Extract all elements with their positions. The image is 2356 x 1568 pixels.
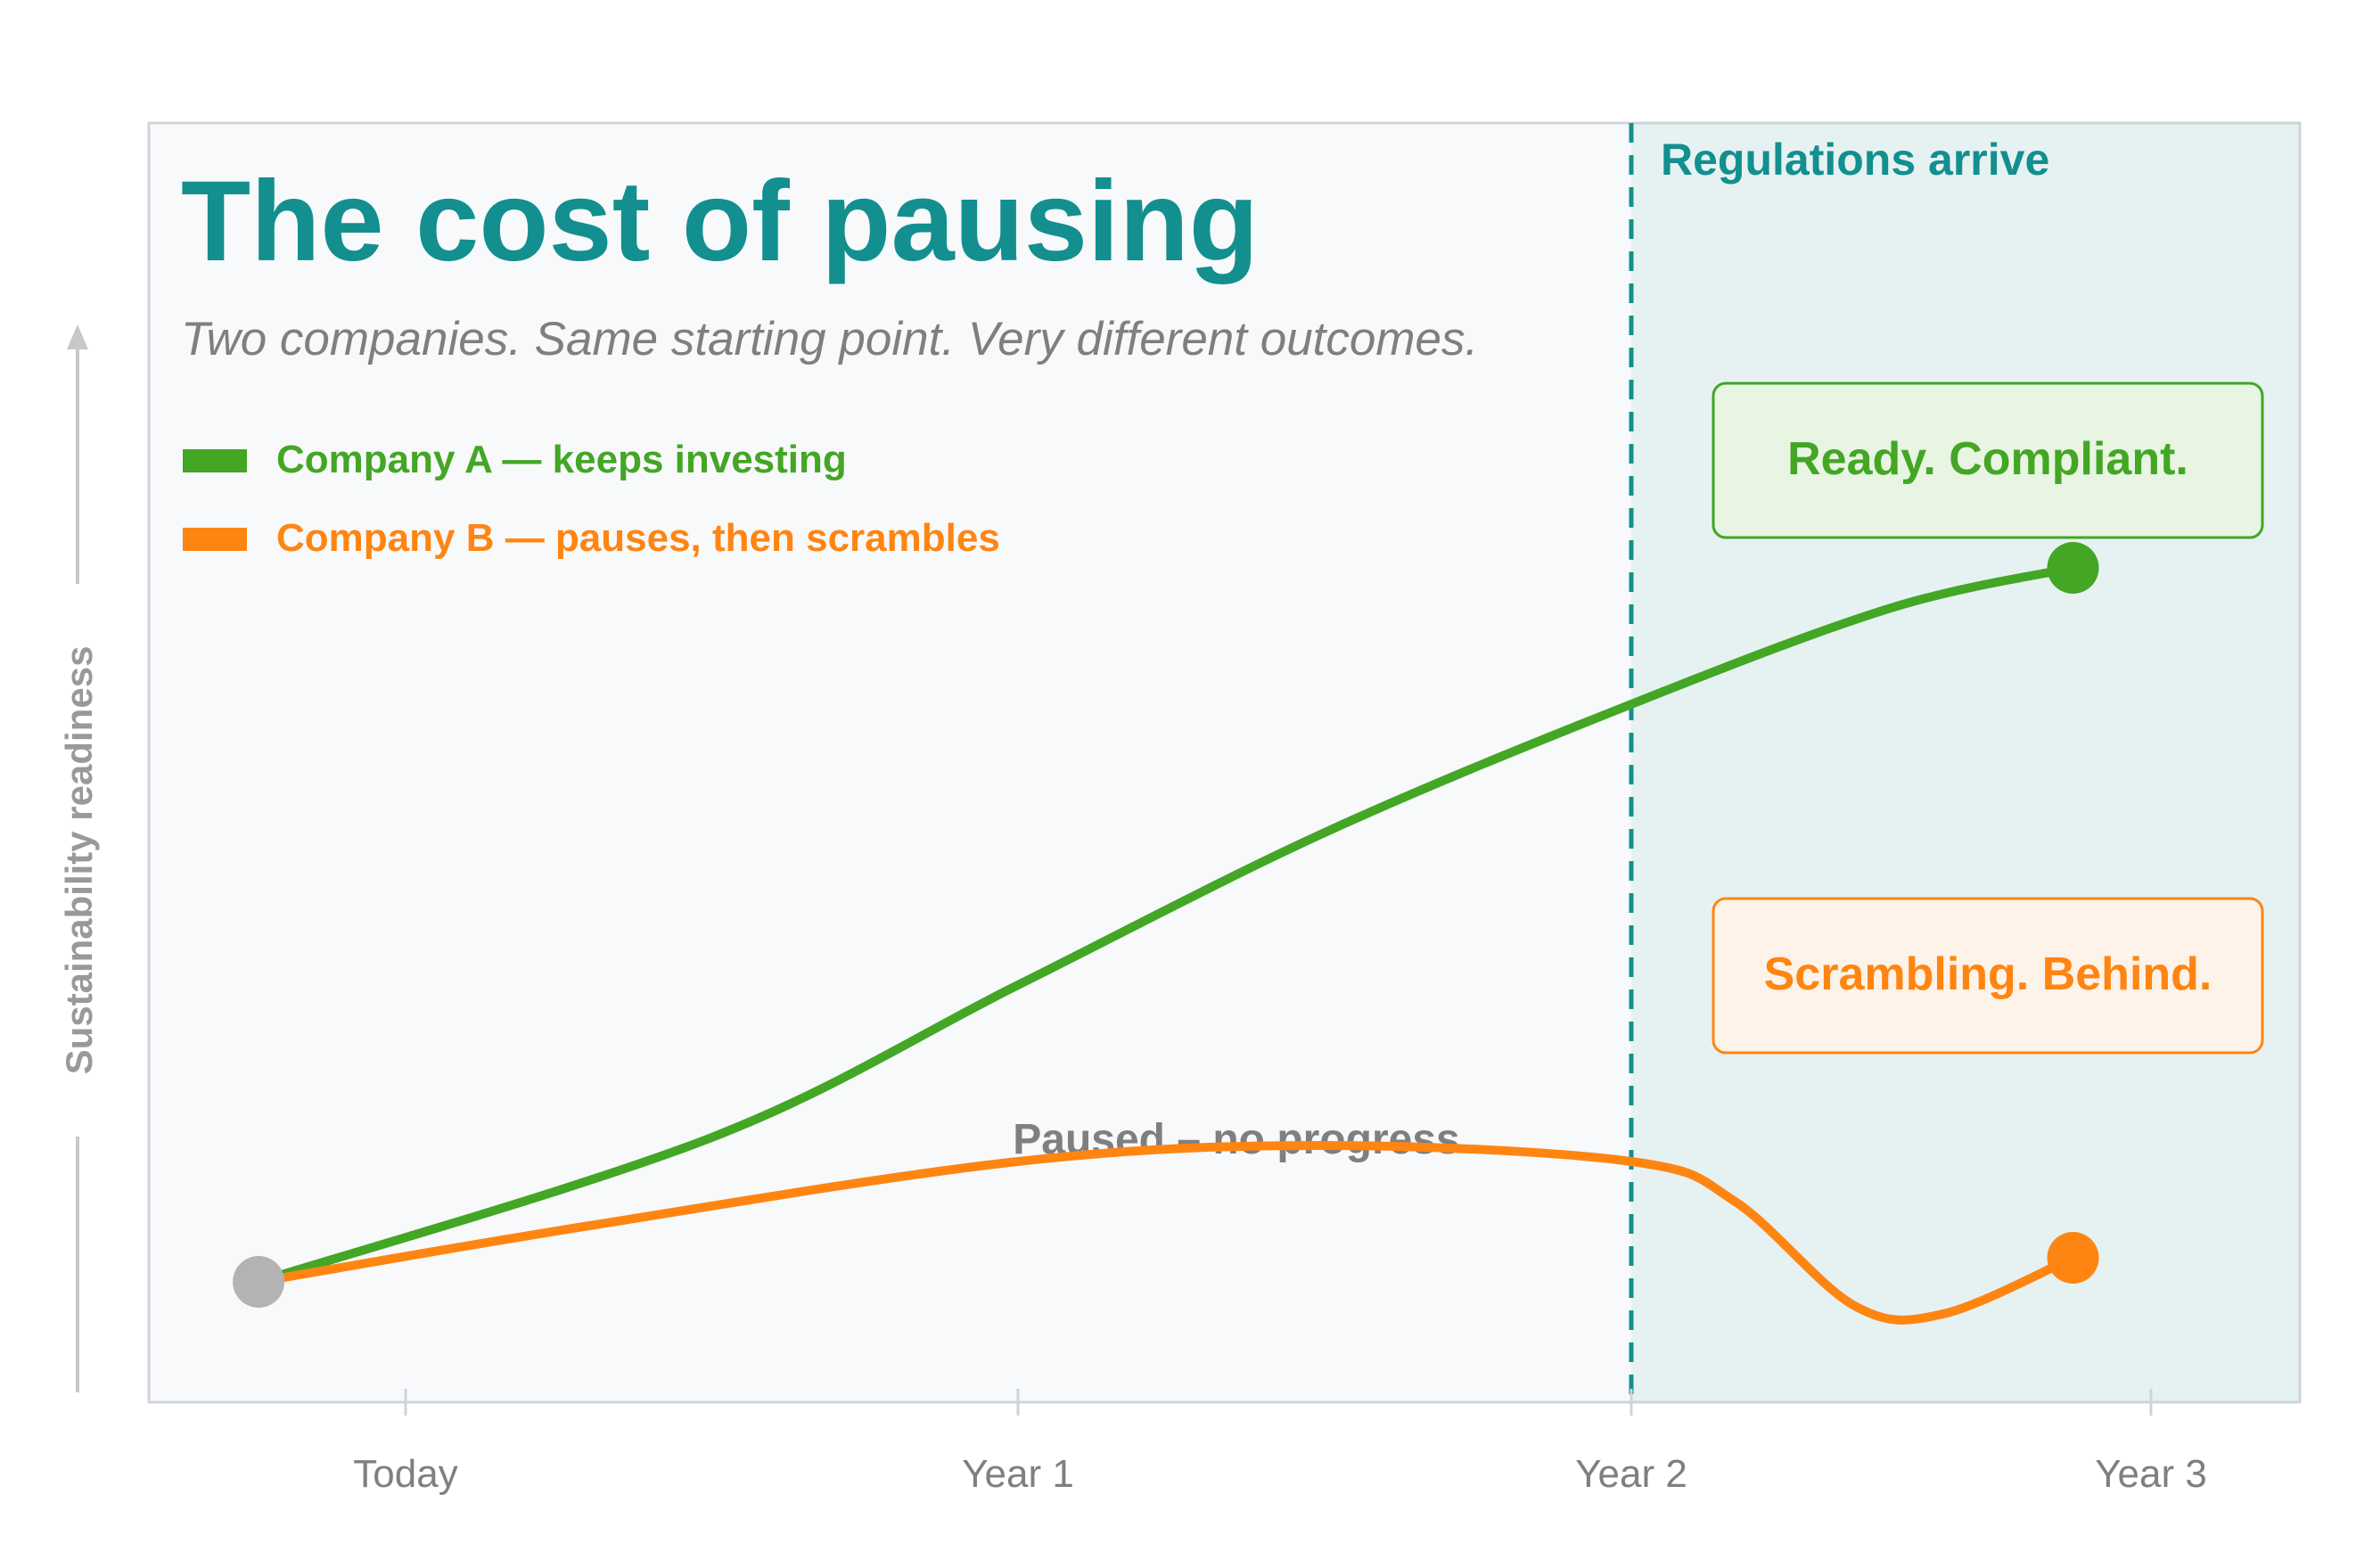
chart-title: The cost of pausing	[181, 158, 1259, 285]
x-tick-label: Year 3	[2095, 1452, 2207, 1496]
start-point-marker	[233, 1256, 285, 1308]
series-line-company-b	[254, 1141, 2078, 1325]
x-tick-label: Year 1	[962, 1452, 1074, 1496]
legend-swatch-company-b	[183, 528, 247, 551]
x-tick-label: Today	[353, 1452, 457, 1496]
end-marker-company-a	[2047, 542, 2099, 594]
regulation-zone	[1631, 124, 2299, 1401]
x-axis-ticks: Today Year 1 Year 2 Year 3	[353, 1389, 2207, 1496]
legend-swatch-company-a	[183, 449, 247, 472]
y-axis-label: Sustainability readiness	[58, 646, 100, 1075]
y-axis-arrowhead	[67, 324, 88, 349]
outcome-box-company-b	[1712, 897, 2264, 1055]
legend-label-company-b: Company B — pauses, then scrambles	[276, 516, 1000, 560]
series-line-company-a	[254, 563, 2078, 1286]
plot-border	[147, 121, 2302, 1404]
chart-subtitle: Two companies. Same starting point. Very…	[181, 313, 1478, 365]
legend-label-company-a: Company A — keeps investing	[276, 438, 847, 481]
outcome-label-company-a: Ready. Compliant.	[1787, 433, 2188, 485]
end-marker-company-b	[2047, 1232, 2099, 1284]
regulation-label: Regulations arrive	[1661, 135, 2049, 185]
outcome-box-company-a	[1712, 382, 2264, 539]
outcome-label-company-b: Scrambling. Behind.	[1764, 948, 2212, 1000]
x-tick-label: Year 2	[1575, 1452, 1687, 1496]
